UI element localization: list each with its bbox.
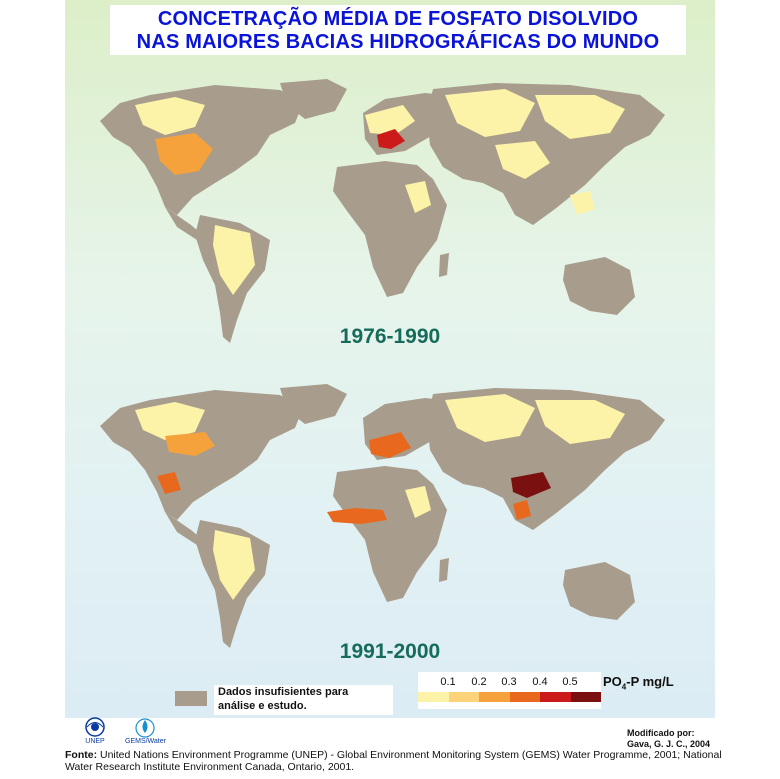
legend-color-swatch [540,692,571,702]
africa [333,466,447,602]
legend-ticks: 0.1 0.2 0.3 0.4 0.5 [418,676,601,690]
title-line-2: NAS MAIORES BACIAS HIDROGRÁFICAS DO MUND… [136,31,660,53]
legend-nodata-text: Dados insufisientes para análise e estud… [214,685,393,715]
madagascar [439,253,449,277]
australia [563,257,635,315]
basin-europe-hotspot [369,432,411,458]
title-line-1: CONCETRAÇÃO MÉDIA DE FOSFATO DISOLVIDO [157,8,639,30]
greenland [280,79,347,119]
africa [333,161,447,297]
source-text: United Nations Environment Programme (UN… [65,749,722,773]
unit-suffix: -P mg/L [626,674,674,689]
basin-europe-hotspot [377,129,405,149]
gems-logo-text: GEMS/Water [125,738,166,745]
credit-box: Modificado por: Gava, G. J. C., 2004 [624,726,722,752]
world-map-1991-2000 [100,384,665,648]
madagascar [439,558,449,582]
world-map-1976-1990 [100,79,665,343]
basin-ganges [511,472,551,498]
legend-tick: 0.5 [562,676,578,688]
legend-unit: PO4-P mg/L [603,674,674,692]
unit-prefix: PO [603,674,622,689]
credit-line-2: Gava, G. J. C., 2004 [627,739,711,749]
central-america [165,207,203,240]
period-label-1: 1976-1990 [339,325,441,348]
unep-logo: UNEP [75,716,115,745]
credit-line-1: Modificado por: [627,728,695,738]
legend-color-swatch [570,692,601,702]
basin-mississippi [155,133,213,175]
unep-logo-text: UNEP [85,738,105,745]
legend-tick: 0.1 [440,676,456,688]
legend-color-swatch [479,692,510,702]
legend-tick: 0.2 [471,676,487,688]
legend-nodata-line-2: análise e estudo. [218,700,307,712]
legend-color-swatch [509,692,540,702]
basin-mississippi [165,432,215,456]
legend-color-swatch [448,692,479,702]
legend-nodata-line-1: Dados insufisientes para [218,686,349,698]
basins [135,394,625,600]
water-drop-icon [135,718,155,738]
source-label: Fonte: [65,749,98,761]
basins [135,89,625,295]
gems-water-logo: GEMS/Water [125,716,166,745]
period-label-2: 1991-2000 [339,640,441,663]
basin-rio-grande [157,472,181,494]
title-box: CONCETRAÇÃO MÉDIA DE FOSFATO DISOLVIDO N… [110,5,686,55]
legend-scale: 0.1 0.2 0.3 0.4 0.5 [418,672,601,709]
legend-color-bar [418,692,601,702]
basin-india-south [513,500,531,520]
australia [563,562,635,620]
greenland [280,384,347,424]
legend-color-swatch [418,692,449,702]
unit-subscript: 4 [621,682,627,692]
source-citation: Fonte: United Nations Environment Progra… [65,749,725,773]
unep-emblem-icon [85,717,105,737]
basin-niger [327,508,387,524]
legend-tick: 0.3 [501,676,517,688]
central-america [165,512,203,545]
legend-tick: 0.4 [532,676,548,688]
legend-nodata-swatch [175,691,207,706]
